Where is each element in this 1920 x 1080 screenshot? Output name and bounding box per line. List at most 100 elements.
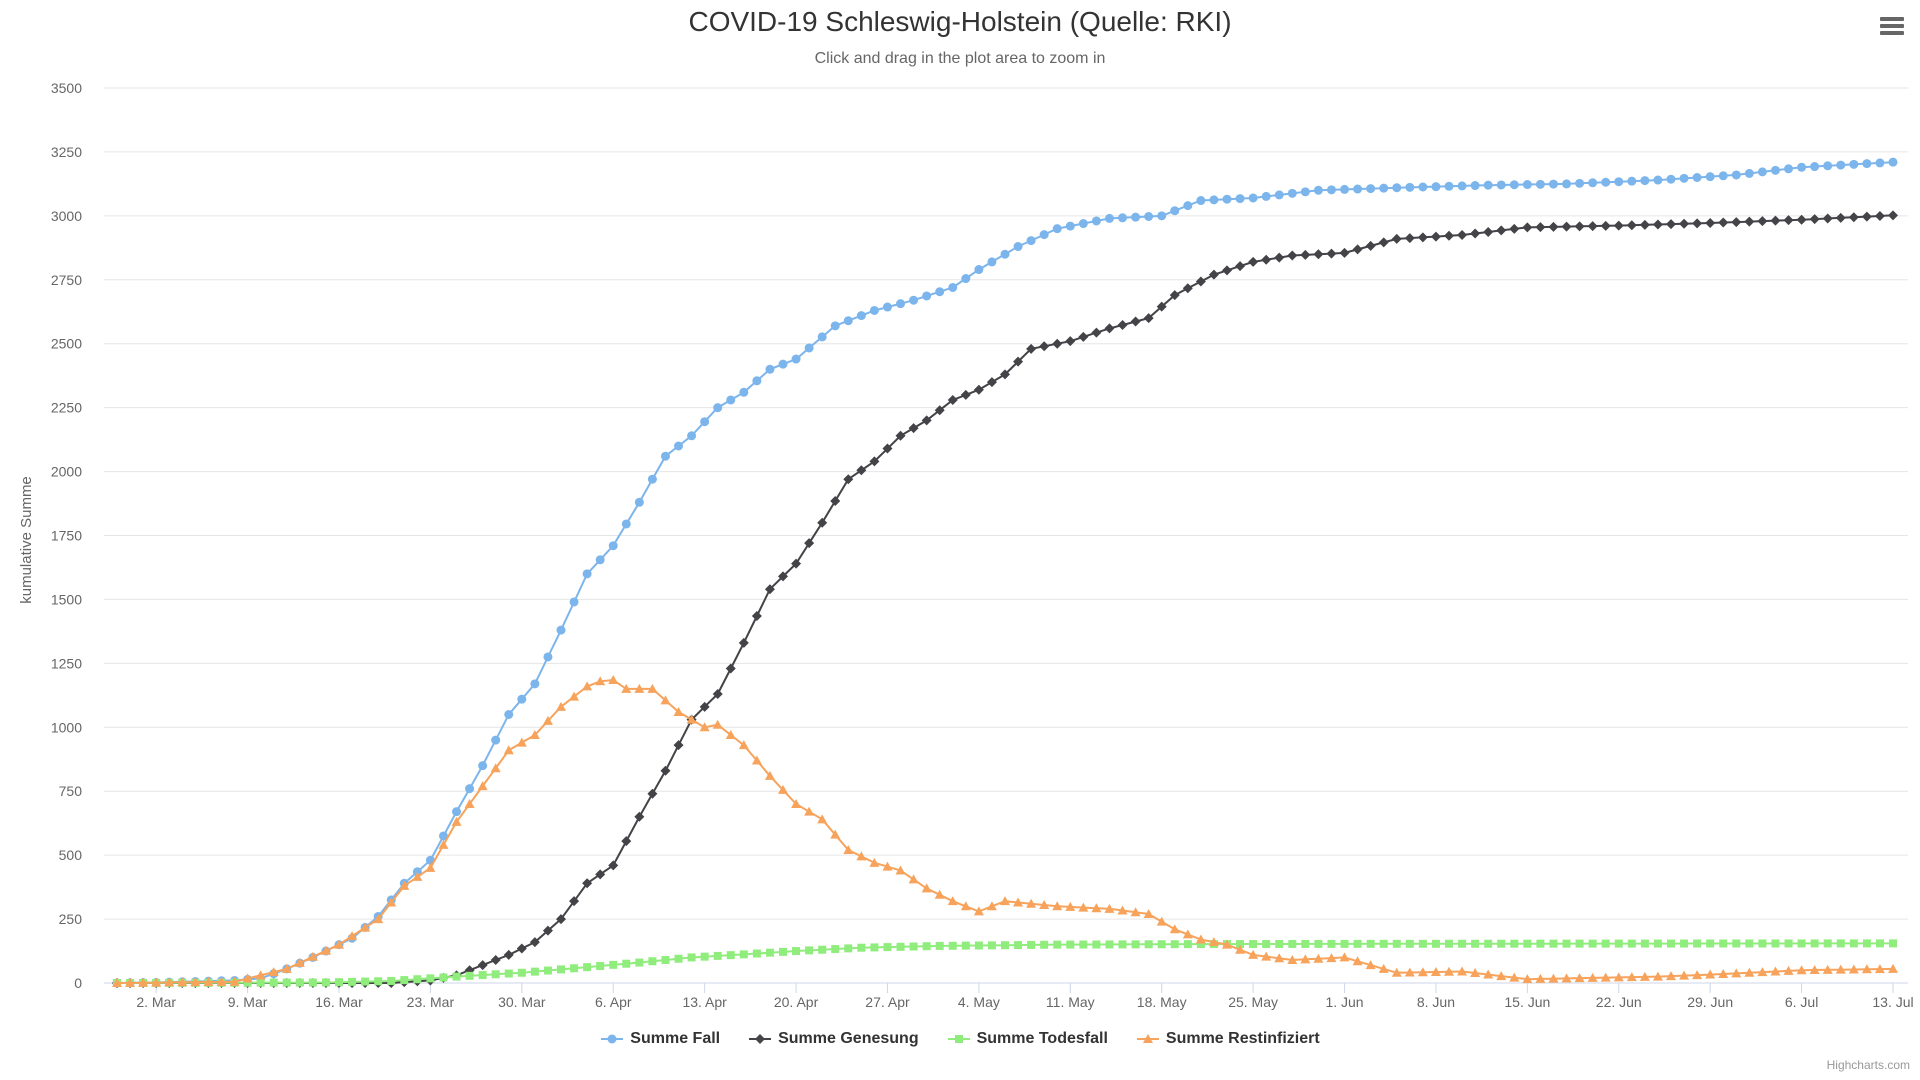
data-point [764, 770, 775, 780]
data-point [1404, 233, 1415, 244]
hamburger-menu-icon[interactable] [1878, 14, 1906, 42]
data-point [348, 977, 357, 986]
data-point [738, 740, 749, 750]
data-point [1326, 185, 1336, 195]
x-tick-label: 30. Mar [498, 994, 546, 1010]
series-layer [112, 157, 1898, 988]
data-point [529, 729, 540, 739]
triangle-marker-icon [1136, 1034, 1159, 1043]
data-point [1835, 212, 1846, 223]
data-point [1639, 971, 1650, 981]
data-point [1548, 179, 1558, 189]
legend-item-summe-todesfall[interactable]: Summe Todesfall [947, 1030, 1108, 1048]
data-point [1757, 967, 1768, 977]
legend-item-summe-fall[interactable]: Summe Fall [600, 1030, 720, 1048]
data-point [295, 958, 305, 968]
data-point [164, 977, 174, 987]
data-point [961, 274, 971, 284]
data-point [1001, 941, 1009, 950]
data-point [725, 663, 736, 674]
data-point [334, 978, 344, 988]
data-point [464, 799, 475, 808]
data-point [1784, 164, 1794, 174]
data-point [177, 977, 188, 987]
data-point [1287, 188, 1297, 198]
data-point [438, 972, 449, 983]
data-point [243, 978, 252, 987]
data-point [1744, 967, 1755, 977]
data-point [1391, 233, 1402, 244]
y-tick-label: 2750 [51, 272, 82, 288]
circle-marker-icon [601, 1034, 624, 1044]
data-point [647, 474, 657, 484]
data-point [582, 569, 592, 579]
data-point [1418, 182, 1428, 192]
data-point [1457, 966, 1468, 976]
data-point [452, 972, 461, 981]
data-point [1613, 220, 1624, 231]
data-point [1301, 939, 1310, 948]
data-point [516, 737, 527, 747]
data-point [1144, 940, 1153, 949]
data-point [752, 376, 762, 386]
data-point [1249, 940, 1258, 949]
data-point [1444, 230, 1454, 241]
data-point [844, 944, 853, 953]
data-point [1430, 231, 1441, 242]
data-point [373, 912, 383, 922]
data-point [1535, 222, 1546, 233]
legend-item-summe-genesung[interactable]: Summe Genesung [748, 1030, 919, 1048]
data-point [673, 706, 684, 716]
x-tick-label: 18. May [1137, 994, 1187, 1010]
data-point [1483, 180, 1493, 190]
data-point [1509, 180, 1519, 190]
credits-link[interactable]: Highcharts.com [1826, 1058, 1910, 1072]
data-point [1797, 162, 1807, 172]
data-point [1275, 939, 1284, 948]
data-point [1091, 903, 1102, 913]
data-point [1327, 939, 1336, 948]
data-point [713, 403, 723, 413]
data-point [1262, 940, 1271, 949]
data-point [556, 701, 566, 711]
data-point [1078, 331, 1089, 342]
data-point [830, 829, 841, 839]
data-point [1731, 217, 1742, 228]
data-point [1757, 167, 1767, 177]
series-summe-genesung [112, 210, 1898, 988]
data-point [1561, 221, 1572, 232]
data-point [320, 978, 331, 988]
data-point [1509, 223, 1520, 234]
data-point [1601, 177, 1611, 187]
data-point [1587, 972, 1598, 982]
data-point [635, 958, 644, 967]
data-point [830, 495, 841, 506]
data-point [725, 729, 736, 739]
data-point [1626, 220, 1637, 231]
data-point [1744, 216, 1755, 227]
data-point [948, 941, 957, 950]
data-point [1195, 934, 1206, 944]
data-point [1601, 939, 1610, 948]
data-point [1627, 176, 1637, 186]
data-point [960, 389, 971, 400]
data-point [269, 978, 278, 987]
legend-item-summe-restinfiziert[interactable]: Summe Restinfiziert [1136, 1030, 1320, 1048]
y-axis-label: kumulative Summe [18, 476, 35, 604]
data-point [1614, 939, 1623, 948]
data-point [870, 943, 879, 952]
data-point [439, 973, 448, 982]
data-point [1457, 230, 1468, 241]
data-point [1235, 261, 1246, 272]
data-point [1156, 916, 1167, 926]
data-point [1326, 248, 1337, 259]
data-point [1430, 967, 1441, 977]
data-point [1652, 219, 1663, 230]
data-point [1770, 966, 1781, 976]
data-point [503, 949, 514, 960]
data-point [621, 683, 632, 693]
data-point [1261, 191, 1271, 201]
data-point [1248, 949, 1259, 959]
data-point [1378, 237, 1389, 248]
